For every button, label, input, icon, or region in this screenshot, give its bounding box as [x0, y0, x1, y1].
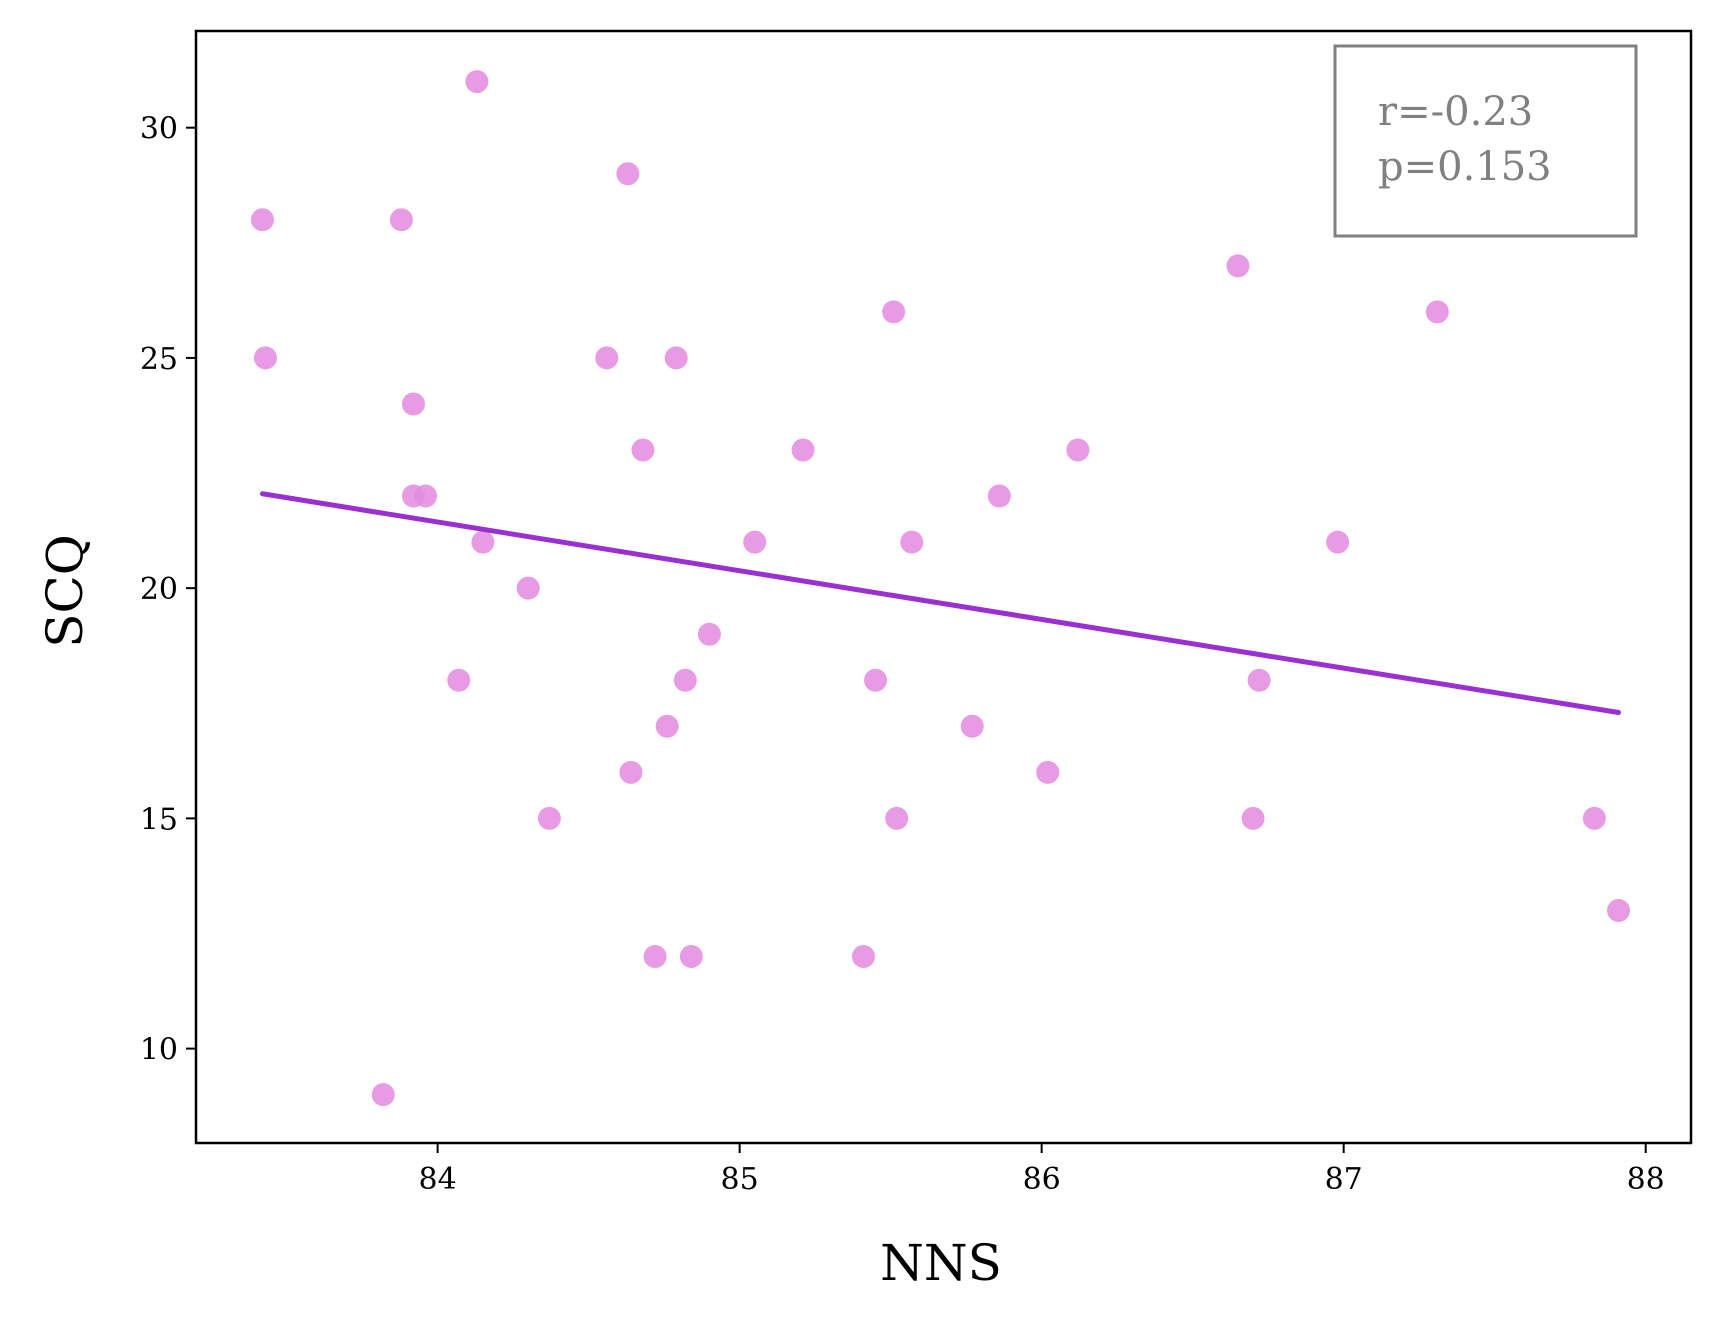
x-tick-label: 85	[721, 1162, 759, 1197]
data-point	[414, 484, 438, 508]
stats-p-value: p=0.153	[1378, 144, 1552, 190]
stats-annotation: r=-0.23 p=0.153	[1333, 44, 1638, 238]
data-point	[791, 438, 815, 462]
data-point	[401, 392, 425, 416]
data-point	[697, 622, 721, 646]
data-point	[389, 208, 413, 232]
x-axis-label: NNS	[880, 1234, 1002, 1292]
data-point	[447, 668, 471, 692]
data-point	[673, 668, 697, 692]
plot-frame	[194, 29, 1693, 1145]
data-point	[1036, 760, 1060, 784]
x-tick-label: 87	[1325, 1162, 1363, 1197]
y-axis-label: SCQ	[36, 534, 94, 648]
data-point	[1607, 898, 1631, 922]
data-point	[616, 162, 640, 186]
y-tick-label: 30	[140, 112, 178, 147]
data-point	[1241, 806, 1265, 830]
data-point	[250, 208, 274, 232]
data-point	[1226, 254, 1250, 278]
stats-box	[1333, 44, 1638, 238]
data-point	[882, 300, 906, 324]
x-tick-label: 88	[1627, 1162, 1665, 1197]
data-layer	[250, 70, 1631, 1107]
data-point	[679, 945, 703, 969]
data-point	[471, 530, 495, 554]
data-point	[371, 1083, 395, 1107]
data-point	[253, 346, 277, 370]
data-point	[864, 668, 888, 692]
data-point	[643, 945, 667, 969]
data-point	[1066, 438, 1090, 462]
x-tick-label: 84	[419, 1162, 457, 1197]
x-tick-label: 86	[1023, 1162, 1061, 1197]
data-point	[1425, 300, 1449, 324]
stats-r-value: r=-0.23	[1378, 89, 1533, 135]
y-tick-label: 25	[140, 342, 178, 377]
data-point	[987, 484, 1011, 508]
data-point	[537, 806, 561, 830]
data-point	[1247, 668, 1271, 692]
data-point	[619, 760, 643, 784]
data-point	[465, 70, 489, 94]
y-tick-label: 10	[140, 1033, 178, 1068]
data-point	[595, 346, 619, 370]
data-point	[1326, 530, 1350, 554]
data-point	[516, 576, 540, 600]
data-point	[900, 530, 924, 554]
data-point	[851, 945, 875, 969]
data-point	[1582, 806, 1606, 830]
data-point	[885, 806, 909, 830]
regression-line	[259, 491, 1622, 715]
data-point	[664, 346, 688, 370]
data-point	[743, 530, 767, 554]
axes-layer: 84 85 86 87 88 10 15 20 25 30	[140, 29, 1693, 1197]
y-tick-label: 15	[140, 802, 178, 837]
data-point	[960, 714, 984, 738]
data-point	[655, 714, 679, 738]
y-tick-label: 20	[140, 572, 178, 607]
data-point	[631, 438, 655, 462]
